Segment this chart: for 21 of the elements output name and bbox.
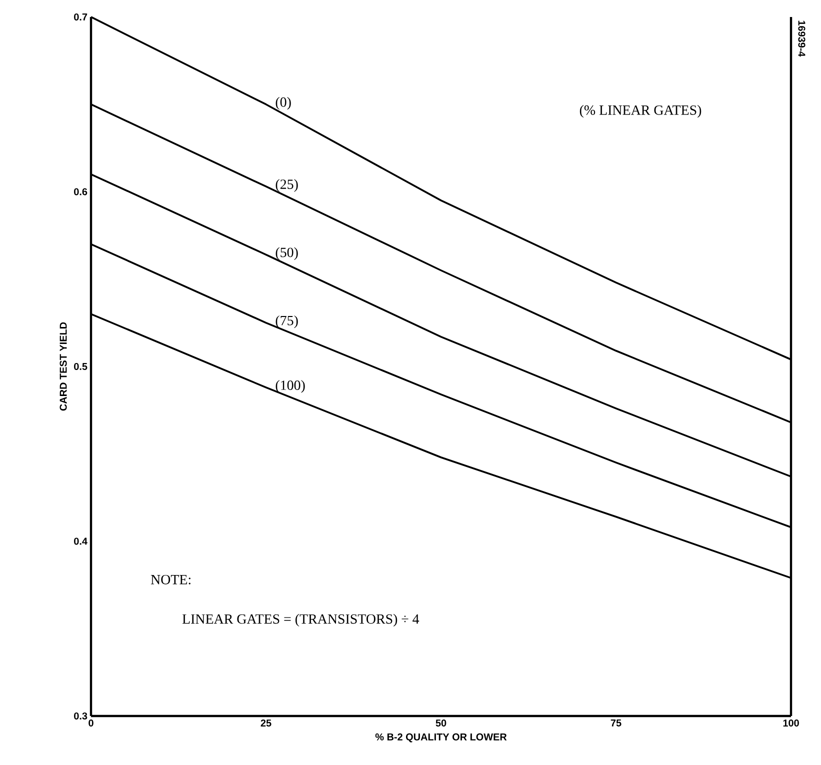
x-tick-label: 0 xyxy=(88,720,94,727)
annotation: LINEAR GATES = (TRANSISTORS) ÷ 4 xyxy=(182,614,420,627)
y-axis-title: CARD TEST YIELD xyxy=(60,322,67,411)
y-tick-label: 0.7 xyxy=(74,13,88,21)
series-label: (50) xyxy=(276,247,298,260)
series-label: (0) xyxy=(276,97,291,110)
text: 16939-4 xyxy=(798,20,806,57)
x-tick-label: 75 xyxy=(610,720,622,726)
x-tick-label: 25 xyxy=(260,720,272,727)
series-label: (25) xyxy=(276,179,298,192)
legend-title: (% LINEAR GATES) xyxy=(580,105,702,118)
x-tick-label: 100 xyxy=(783,720,799,727)
y-tick-label: 0.4 xyxy=(74,538,88,545)
annotation: NOTE: xyxy=(150,574,190,584)
series-label: (75) xyxy=(276,315,298,328)
series-label: (100) xyxy=(276,380,305,393)
y-tick-label: 0.6 xyxy=(74,188,88,196)
x-tick-label: 50 xyxy=(436,720,446,727)
x-axis-title: % B-2 QUALITY OR LOWER xyxy=(375,733,507,742)
y-tick-label: 0.3 xyxy=(74,712,88,720)
y-tick-label: 0.5 xyxy=(74,362,88,370)
